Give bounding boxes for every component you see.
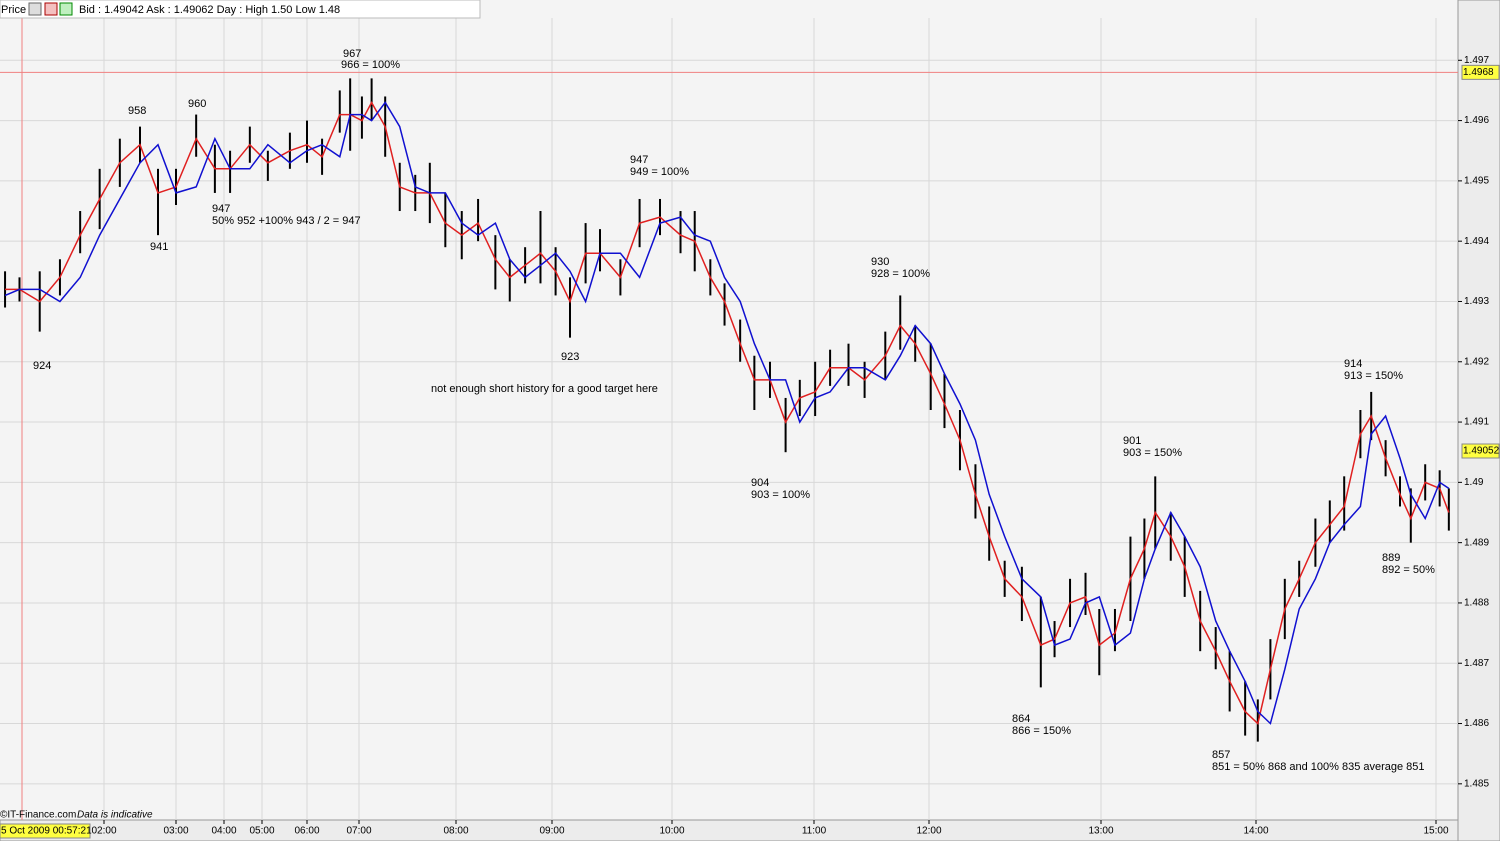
tool-icon[interactable] xyxy=(59,2,73,16)
annotation: 903 = 100% xyxy=(751,489,810,501)
plot xyxy=(0,71,1458,742)
annotation: 960 xyxy=(188,98,206,110)
annotation: 904 xyxy=(751,477,769,489)
annotation: 857 xyxy=(1212,749,1230,761)
annotation: 901 xyxy=(1123,435,1141,447)
y-tick-label: 1.494 xyxy=(1464,236,1489,247)
timestamp-box xyxy=(0,823,91,839)
x-tick-label: 05:00 xyxy=(249,826,274,837)
annotation: 966 = 100% xyxy=(341,59,400,71)
x-tick-label: 06:00 xyxy=(294,826,319,837)
y-tick-label: 1.49 xyxy=(1464,477,1484,488)
annotation: 949 = 100% xyxy=(630,166,689,178)
reference-price-label-box xyxy=(1461,64,1500,80)
note: Data is indicative xyxy=(77,810,153,821)
x-tick-label: 15:00 xyxy=(1423,826,1448,837)
price-axis-panel xyxy=(1457,0,1500,841)
y-tick-label: 1.493 xyxy=(1464,296,1489,307)
annotation: 923 xyxy=(561,351,579,363)
x-tick-label: 14:00 xyxy=(1243,826,1268,837)
y-tick-label: 1.486 xyxy=(1464,718,1489,729)
x-tick-label: 07:00 xyxy=(346,826,371,837)
annotation: 864 xyxy=(1012,713,1030,725)
annotation: 958 xyxy=(128,105,146,117)
quote: Bid : 1.49042 Ask : 1.49062 Day : High 1… xyxy=(79,4,340,16)
last-price-label: 1.49052 xyxy=(1463,446,1500,457)
y-tick-label: 1.487 xyxy=(1464,658,1489,669)
x-tick-label: 10:00 xyxy=(659,826,684,837)
x-tick-label: 04:00 xyxy=(211,826,236,837)
annotation: 947 xyxy=(630,154,648,166)
last-price-label-box xyxy=(1461,443,1500,459)
annotation: 889 xyxy=(1382,552,1400,564)
y-tick-label: 1.491 xyxy=(1464,417,1489,428)
x-tick-label: 08:00 xyxy=(443,826,468,837)
x-tick-label: 02:00 xyxy=(91,826,116,837)
toolbar-label: Price xyxy=(1,4,26,16)
annotation: 50% 952 +100% 943 / 2 = 947 xyxy=(212,215,361,227)
reference-price-label: 1.4968 xyxy=(1463,67,1494,78)
annotation: not enough short history for a good targ… xyxy=(431,383,658,395)
y-tick-label: 1.488 xyxy=(1464,598,1489,609)
annotation: 930 xyxy=(871,256,889,268)
y-tick-label: 1.496 xyxy=(1464,115,1489,126)
y-tick-label: 1.485 xyxy=(1464,778,1489,789)
y-tick-label: 1.497 xyxy=(1464,55,1489,66)
annotation: 892 = 50% xyxy=(1382,564,1435,576)
x-tick-label: 13:00 xyxy=(1088,826,1113,837)
annotation: 941 xyxy=(150,241,168,253)
annotation: 967 xyxy=(343,48,361,60)
annotation: 866 = 150% xyxy=(1012,725,1071,737)
x-tick-label: 09:00 xyxy=(539,826,564,837)
annotation: 947 xyxy=(212,203,230,215)
y-tick-label: 1.495 xyxy=(1464,176,1489,187)
tool-icon[interactable] xyxy=(44,2,58,16)
time-axis-panel xyxy=(0,819,1459,841)
annotation: 914 xyxy=(1344,358,1362,370)
x-tick-label: 12:00 xyxy=(916,826,941,837)
y-tick-label: 1.489 xyxy=(1464,537,1489,548)
tool-icon[interactable] xyxy=(28,2,42,16)
annotation: 903 = 150% xyxy=(1123,447,1182,459)
moving-average xyxy=(4,101,1450,725)
x-tick-label: 11:00 xyxy=(802,826,827,837)
annotation: 851 = 50% 868 and 100% 835 average 851 xyxy=(1212,761,1425,773)
annotation: 924 xyxy=(33,360,51,372)
plot-background xyxy=(0,0,1458,820)
y-tick-label: 1.492 xyxy=(1464,356,1489,367)
annotation: 928 = 100% xyxy=(871,268,930,280)
source: ©IT-Finance.com xyxy=(0,810,76,821)
timestamp: 5 Oct 2009 00:57:21 xyxy=(1,826,92,837)
annotation: 913 = 150% xyxy=(1344,370,1403,382)
x-tick-label: 03:00 xyxy=(163,826,188,837)
toolbar xyxy=(0,0,481,19)
